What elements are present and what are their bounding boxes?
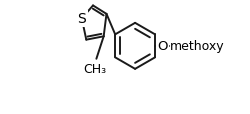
Text: O: O [157, 40, 168, 53]
Text: methoxy: methoxy [170, 40, 225, 53]
Text: CH₃: CH₃ [84, 62, 107, 75]
Text: S: S [78, 12, 86, 26]
